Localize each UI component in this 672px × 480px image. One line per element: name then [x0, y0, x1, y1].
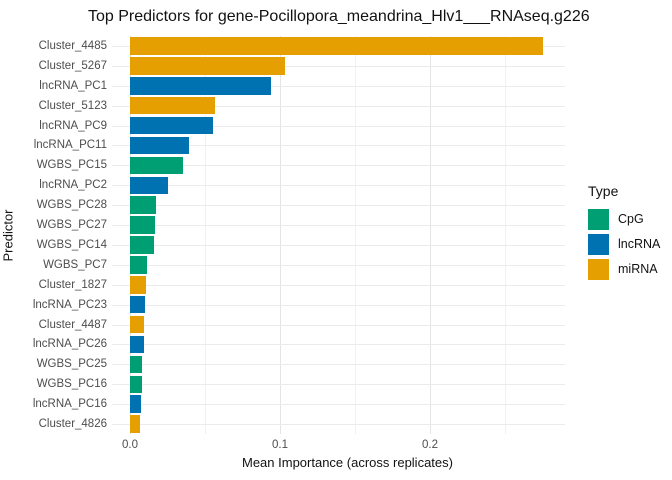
bar-lncRNA_PC9: [130, 116, 213, 135]
y-label: Cluster_4485: [38, 39, 107, 52]
y-label: lncRNA_PC26: [32, 338, 107, 351]
bar-Cluster_5123: [130, 96, 215, 115]
gridline-row: [112, 424, 565, 426]
bar-lncRNA_PC11: [130, 136, 189, 155]
gridline-row: [112, 185, 565, 187]
gridline-row: [112, 105, 565, 107]
y-label: lncRNA_PC23: [32, 298, 107, 311]
legend: Type CpG lncRNA miRNA: [586, 183, 660, 284]
bar-WGBS_PC7: [130, 256, 147, 274]
legend-entry-lncRNA: lncRNA: [586, 234, 660, 255]
y-label: Cluster_1827: [38, 278, 107, 291]
plot-panel: [112, 36, 565, 434]
y-label: Cluster_4826: [38, 418, 107, 431]
y-label: Cluster_5267: [38, 59, 107, 72]
x-tick-label: 0.0: [122, 439, 138, 451]
legend-swatch-lncRNA: [588, 234, 609, 255]
gridline-row: [112, 404, 565, 406]
y-label: lncRNA_PC9: [39, 119, 107, 132]
gridline-row: [112, 244, 565, 246]
gridline-row: [112, 145, 565, 147]
gridline-major: [130, 36, 131, 434]
y-axis-labels: Cluster_4485 Cluster_5267 lncRNA_PC1 Cluste…: [0, 36, 107, 434]
y-label: lncRNA_PC1: [39, 79, 107, 92]
bar-WGBS_PC28: [130, 196, 156, 214]
legend-label: lncRNA: [618, 237, 661, 251]
legend-swatch-CpG: [588, 209, 609, 230]
bar-lncRNA_PC16: [130, 395, 141, 413]
bar-Cluster_4485: [130, 37, 543, 55]
bar-lncRNA_PC2: [130, 176, 169, 194]
gridline-row: [112, 205, 565, 207]
x-tick-label: 0.2: [422, 439, 438, 451]
gridline-row: [112, 264, 565, 266]
gridline-row: [112, 165, 565, 167]
y-label: WGBS_PC7: [43, 258, 107, 271]
y-label: WGBS_PC16: [36, 378, 107, 391]
y-label: lncRNA_PC16: [32, 398, 107, 411]
gridline-row: [112, 364, 565, 366]
gridline-row: [112, 284, 565, 286]
gridline-row: [112, 304, 565, 306]
gridline-row: [112, 344, 565, 346]
bar-WGBS_PC25: [130, 355, 143, 374]
legend-entry-miRNA: miRNA: [586, 259, 658, 280]
y-label: WGBS_PC28: [36, 199, 107, 212]
bar-WGBS_PC15: [130, 156, 183, 175]
y-label: lncRNA_PC2: [39, 179, 107, 192]
legend-swatch-miRNA: [588, 259, 609, 280]
gridline-major: [280, 36, 281, 434]
y-label: lncRNA_PC11: [33, 139, 107, 152]
y-label: Cluster_5123: [38, 99, 107, 112]
x-tick-label: 0.1: [272, 439, 288, 451]
gridline-minor: [205, 36, 206, 434]
gridline-major: [430, 36, 431, 434]
gridline-row: [112, 65, 565, 67]
bar-WGBS_PC27: [130, 216, 155, 234]
bar-WGBS_PC14: [130, 236, 154, 254]
bar-Cluster_4487: [130, 315, 144, 334]
legend-label: miRNA: [618, 262, 658, 276]
gridline-row: [112, 384, 565, 386]
y-label: WGBS_PC27: [36, 219, 107, 232]
bar-Cluster_5267: [130, 57, 285, 75]
y-label: WGBS_PC15: [36, 159, 107, 172]
gridline-row: [112, 324, 565, 326]
x-axis-title: Mean Importance (across replicates): [242, 455, 453, 470]
legend-entry-CpG: CpG: [586, 209, 644, 230]
bar-lncRNA_PC1: [130, 77, 271, 95]
bar-Cluster_1827: [130, 276, 146, 294]
y-label: WGBS_PC25: [36, 358, 107, 371]
bar-lncRNA_PC26: [130, 335, 144, 354]
gridline-minor: [355, 36, 356, 434]
gridline-row: [112, 225, 565, 227]
gridline-row: [112, 85, 565, 87]
y-label: Cluster_4487: [38, 318, 107, 331]
bar-Cluster_4826: [130, 415, 141, 433]
bar-lncRNA_PC23: [130, 295, 145, 314]
y-label: WGBS_PC14: [36, 238, 107, 251]
bar-WGBS_PC16: [130, 375, 142, 393]
gridline-minor: [505, 36, 506, 434]
legend-label: CpG: [618, 212, 644, 226]
chart-title: Top Predictors for gene-Pocillopora_mean…: [88, 8, 590, 25]
gridline-row: [112, 125, 565, 127]
legend-title: Type: [588, 183, 619, 199]
y-axis-title: Predictor: [0, 209, 16, 262]
